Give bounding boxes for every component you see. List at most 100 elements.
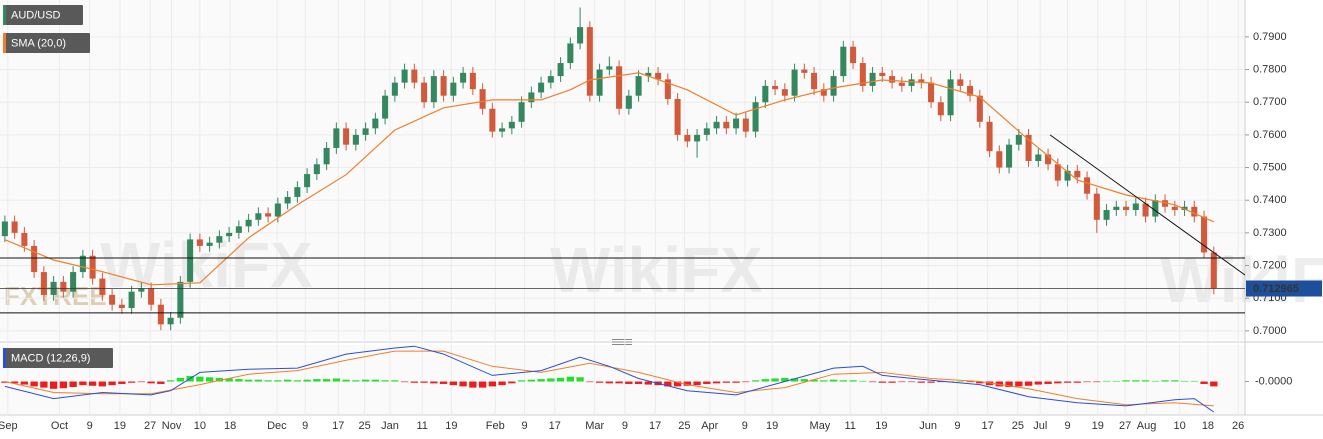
histogram-bar xyxy=(517,380,526,382)
x-tick-label: 19 xyxy=(766,420,778,432)
histogram-bar xyxy=(274,380,282,382)
candle-body xyxy=(830,76,837,96)
histogram-bar xyxy=(937,381,945,383)
x-tick-label: 9 xyxy=(742,420,748,432)
watermark: WikiFX xyxy=(1160,244,1323,316)
histogram-bar xyxy=(888,381,896,383)
x-tick-label: Oct xyxy=(51,420,68,432)
histogram-bar xyxy=(69,381,77,387)
candle-body xyxy=(1,221,8,237)
legend-label: AUD/USD xyxy=(11,9,61,21)
x-tick-label: 19 xyxy=(875,420,887,432)
candle-body xyxy=(781,89,788,96)
candle-body xyxy=(947,79,954,116)
candle-body xyxy=(957,79,964,86)
candle-body xyxy=(791,69,798,96)
trend-line xyxy=(1049,134,1246,276)
histogram-bar xyxy=(40,381,48,388)
histogram-bar xyxy=(361,379,370,382)
histogram-bar xyxy=(49,381,58,389)
candle-body xyxy=(606,66,613,70)
candle-body xyxy=(752,102,759,132)
histogram-bar xyxy=(693,381,701,386)
candle-body xyxy=(177,281,184,318)
histogram-bar xyxy=(898,381,906,383)
candle-body xyxy=(109,294,116,305)
legend-color xyxy=(3,5,6,25)
candle-body xyxy=(89,255,96,279)
candle-body xyxy=(255,213,262,220)
candle-body xyxy=(723,121,730,129)
candle-body xyxy=(1103,210,1110,220)
candle-body xyxy=(411,69,418,83)
x-tick-label: 17 xyxy=(649,420,661,432)
candle-body xyxy=(703,128,710,135)
histogram-bar xyxy=(703,381,711,384)
candle-body xyxy=(1152,200,1159,217)
histogram-bar xyxy=(1141,380,1150,382)
histogram-bar xyxy=(59,381,68,389)
histogram-bar xyxy=(576,377,584,382)
histogram-bar xyxy=(1171,380,1179,382)
candle-body xyxy=(1084,177,1091,194)
candle-body xyxy=(694,134,701,142)
x-tick-label: 10 xyxy=(194,420,206,432)
y-tick-label: 0.7300 xyxy=(1253,227,1287,239)
legend-box xyxy=(3,5,83,25)
histogram-bar xyxy=(157,381,165,384)
y-tick-label: 0.7900 xyxy=(1253,31,1287,43)
candle-body xyxy=(148,288,155,305)
legend-color xyxy=(3,348,6,368)
histogram-bar xyxy=(20,381,29,385)
candle-body xyxy=(508,121,515,129)
candle-body xyxy=(547,76,554,83)
divider-handle[interactable] xyxy=(612,339,632,345)
x-tick-label: 26 xyxy=(1232,420,1244,432)
histogram-bar xyxy=(566,376,574,382)
histogram-bar xyxy=(303,379,311,382)
histogram-bar xyxy=(956,381,964,383)
histogram-bar xyxy=(859,380,867,382)
x-tick-label: 10 xyxy=(1174,420,1186,432)
candle-body xyxy=(489,108,496,132)
x-tick-label: Jan xyxy=(381,420,399,432)
histogram-bar xyxy=(1,381,9,383)
x-tick-label: 9 xyxy=(954,420,960,432)
histogram-bar xyxy=(439,381,448,384)
histogram-bar xyxy=(586,381,594,383)
x-tick-label: Sep xyxy=(0,420,18,432)
marks xyxy=(0,7,1246,413)
candle-body xyxy=(313,164,320,175)
histogram-bar xyxy=(254,379,263,382)
candle-body xyxy=(216,236,223,243)
histogram-bar xyxy=(790,378,799,382)
histogram-bar xyxy=(332,378,341,382)
histogram-bar xyxy=(907,381,916,383)
x-tick-label: 17 xyxy=(332,420,344,432)
x-tick-label: 18 xyxy=(1202,420,1214,432)
legend-label: MACD (12,26,9) xyxy=(11,352,90,364)
candle-body xyxy=(40,272,47,295)
histogram-bar xyxy=(605,381,613,384)
candle-body xyxy=(928,82,935,103)
candle-body xyxy=(31,245,38,273)
candle-body xyxy=(460,72,467,83)
histogram-bar xyxy=(595,381,604,383)
candle-body xyxy=(1113,206,1120,211)
histogram-bar xyxy=(1054,381,1062,384)
histogram-bar xyxy=(488,381,497,387)
candle-body xyxy=(1123,206,1130,211)
histogram-bar xyxy=(293,380,302,382)
histogram-bar xyxy=(1112,380,1120,382)
histogram-bar xyxy=(625,381,633,384)
histogram-bar xyxy=(147,381,155,384)
histogram-bar xyxy=(88,381,97,386)
x-tick-label: 9 xyxy=(622,420,628,432)
candle-body xyxy=(713,121,720,129)
histogram-bar xyxy=(868,381,877,383)
histogram-bar xyxy=(1161,380,1169,382)
histogram-bar xyxy=(917,381,925,383)
candle-body xyxy=(284,196,291,204)
histogram-bar xyxy=(751,380,760,382)
